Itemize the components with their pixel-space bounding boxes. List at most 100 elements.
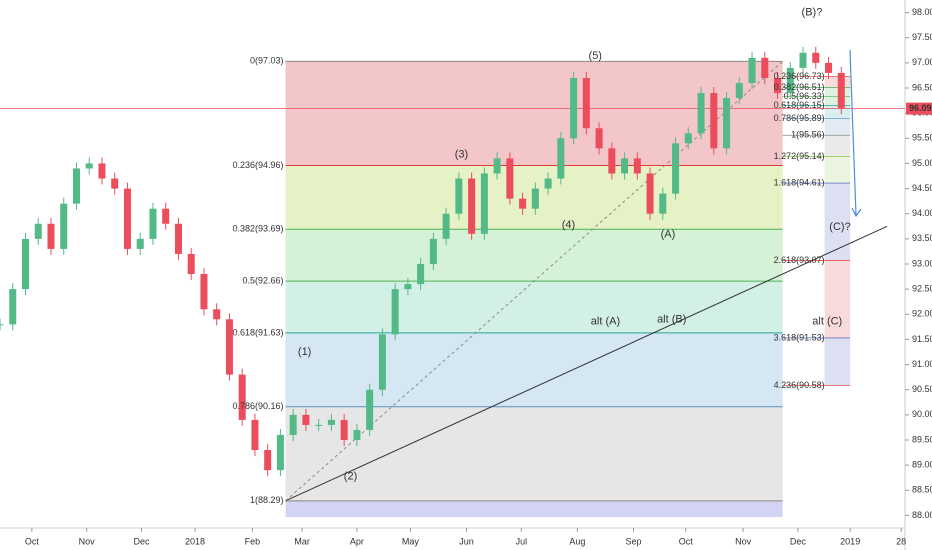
candle [659,193,667,214]
candle [353,429,361,440]
fib-label: 1(88.29) [250,495,284,505]
fib-ext-label: 0.236(96.73) [774,71,825,81]
candle [774,77,782,94]
fib-band [285,332,783,407]
y-tick-label: 88.50 [912,485,932,495]
candle [582,77,590,129]
candle [646,173,654,214]
candle [531,188,539,209]
y-tick-label: 89.00 [912,460,932,470]
y-tick-label: 88.00 [912,510,932,520]
candle [111,178,119,189]
x-tick-label: Oct [679,536,694,546]
y-tick-label: 91.00 [912,359,932,369]
fib-ext-band [824,260,851,338]
candle [761,57,769,78]
fib-ext-band [824,156,851,184]
candle [251,419,259,451]
wave-label: alt (B) [657,314,686,326]
candle [60,203,68,249]
candle [9,289,17,325]
wave-label: (1) [298,346,311,358]
candle [812,52,820,63]
fib-ext-label: 2.618(93.07) [774,255,825,265]
fib-ext-band [824,118,851,136]
candle [672,143,680,194]
candle [404,284,412,290]
candle [697,93,705,134]
candle [187,253,195,275]
candle [417,264,425,285]
fib-ext-label: 1.618(94.61) [774,177,825,187]
y-tick-label: 90.00 [912,409,932,419]
x-tick-label: 2018 [185,536,205,546]
candle [544,178,552,189]
candle [225,319,233,375]
wave-label: (4) [562,219,575,231]
y-tick-label: 89.50 [912,434,932,444]
y-tick-label: 93.00 [912,258,932,268]
candle [786,67,794,94]
candle [366,389,374,430]
candle [837,72,845,109]
candle [378,334,386,390]
wave-label: (A) [661,229,676,241]
candle [136,238,144,249]
fib-ext-band [824,135,851,157]
fib-ext-label: 0.5(96.33) [784,91,825,101]
y-tick-label: 91.50 [912,334,932,344]
x-tick-label: Oct [25,536,40,546]
fib-ext-band [824,76,851,88]
candle [315,424,323,426]
y-tick-label: 97.00 [912,57,932,67]
fib-ext-label: 0.382(96.51) [774,82,825,92]
candle [340,419,348,440]
candle [98,163,106,179]
wave-label: alt (C) [812,316,842,328]
y-tick-label: 96.50 [912,82,932,92]
y-tick-label: 98.00 [912,7,932,17]
x-tick-label: Mar [294,536,310,546]
candle [621,158,629,174]
y-tick-label: 92.50 [912,284,932,294]
candle [149,208,157,239]
candle [0,324,4,326]
fib-label: 0.236(94.96) [232,160,283,170]
fib-ext-band [824,183,851,261]
fib-band [285,281,783,333]
fib-label: 0.5(92.66) [242,275,283,285]
x-tick-label: Apr [350,536,364,546]
fib-ext-label: 1.272(95.14) [774,151,825,161]
x-tick-label: Jul [516,536,528,546]
fib-label: 0.382(93.69) [232,224,283,234]
candle [238,374,246,420]
wave-label: (3) [455,148,468,160]
candle [468,178,476,234]
y-tick-label: 95.00 [912,158,932,168]
candle [85,163,93,169]
candle [264,450,272,471]
candle [735,82,743,99]
y-tick-label: 94.00 [912,208,932,218]
candle [455,178,463,214]
candle [633,158,641,174]
candle [493,158,501,174]
fib-ext-band [824,96,851,106]
fib-label: 0.618(91.63) [232,327,283,337]
candle [799,52,807,68]
candle [608,148,616,174]
x-tick-label: Aug [569,536,585,546]
candle [327,419,335,425]
wave-label: (B)? [802,6,823,18]
fib-ext-label: 3.618(91.53) [774,332,825,342]
candle [557,138,565,179]
candle [34,223,42,239]
candle [506,158,514,199]
fib-ext-band [824,105,851,119]
candle [123,188,131,249]
fib-band [285,229,783,282]
trendline [285,225,888,502]
candle [684,133,692,144]
fib-ext-label: 0.618(96.15) [774,100,825,110]
